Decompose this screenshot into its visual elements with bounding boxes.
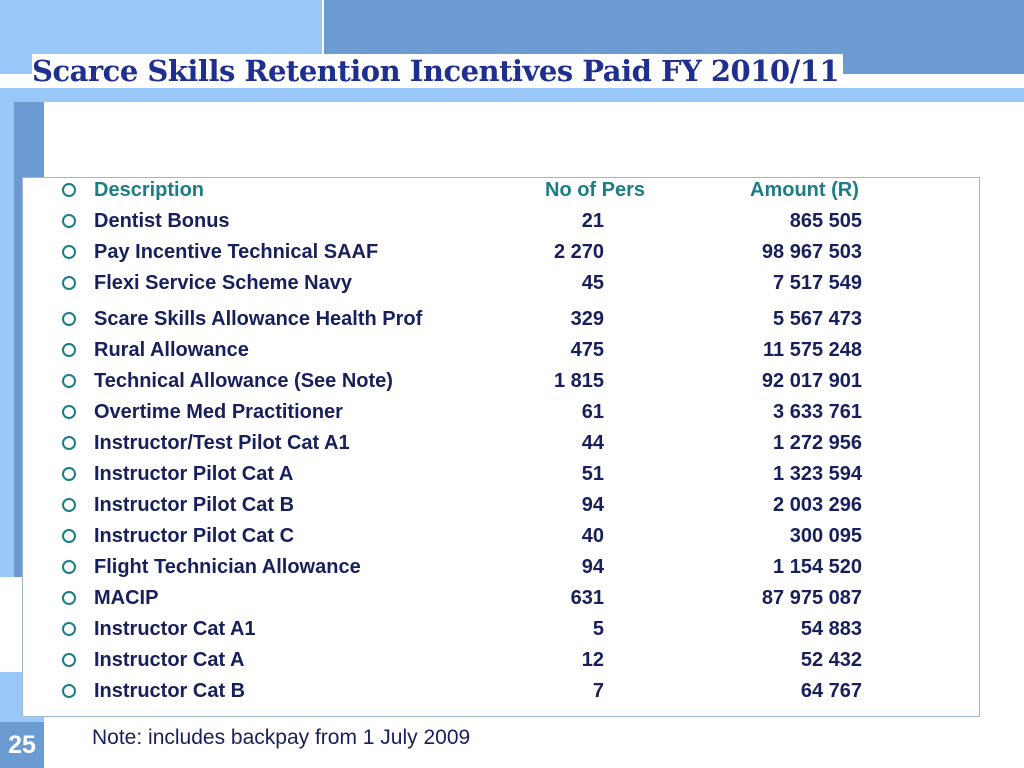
table-row: MACIP 631 87 975 087: [22, 587, 980, 615]
table-row: Flight Technician Allowance 94 1 154 520: [22, 556, 980, 584]
row-amount: 64 767: [800, 680, 862, 702]
row-no-of-pers: 12: [581, 649, 604, 671]
bullet-icon: [62, 214, 76, 228]
row-description: Instructor Cat B: [94, 680, 246, 702]
row-description: Instructor/Test Pilot Cat A1: [94, 432, 350, 454]
table-row: Pay Incentive Technical SAAF 2 270 98 96…: [22, 241, 980, 269]
row-description: Instructor Pilot Cat C: [94, 525, 295, 547]
row-no-of-pers: 94: [581, 556, 604, 578]
row-description: Dentist Bonus: [94, 210, 230, 232]
row-amount: 865 505: [789, 210, 862, 232]
row-no-of-pers: 7: [592, 680, 604, 702]
header-amount: Amount (R): [750, 179, 859, 201]
table-row: Scare Skills Allowance Health Prof 329 5…: [22, 308, 980, 336]
header-description: Description: [94, 179, 205, 201]
bullet-icon: [62, 343, 76, 357]
bullet-icon: [62, 529, 76, 543]
row-amount: 1 272 956: [773, 432, 862, 454]
row-amount: 1 154 520: [773, 556, 862, 578]
row-no-of-pers: 21: [581, 210, 604, 232]
row-description: Technical Allowance (See Note): [94, 370, 393, 392]
row-description: Instructor Cat A: [94, 649, 245, 671]
row-description: MACIP: [94, 587, 159, 609]
slide-title: Scarce Skills Retention Incentives Paid …: [32, 54, 844, 88]
bullet-icon: [62, 276, 76, 290]
slide-number: 25: [0, 722, 44, 768]
row-description: Pay Incentive Technical SAAF: [94, 241, 379, 263]
table-row: Instructor Cat A1 5 54 883: [22, 618, 980, 646]
table-row: Rural Allowance 475 11 575 248: [22, 339, 980, 367]
row-amount: 98 967 503: [761, 241, 862, 263]
table-row: Instructor Pilot Cat C 40 300 095: [22, 525, 980, 553]
row-description: Instructor Pilot Cat B: [94, 494, 295, 516]
row-amount: 2 003 296: [773, 494, 862, 516]
row-amount: 54 883: [800, 618, 862, 640]
table-row: Instructor Pilot Cat A 51 1 323 594: [22, 463, 980, 491]
row-no-of-pers: 94: [581, 494, 604, 516]
table-row: Flexi Service Scheme Navy 45 7 517 549: [22, 272, 980, 300]
footnote: Note: includes backpay from 1 July 2009: [92, 726, 471, 749]
row-no-of-pers: 5: [592, 618, 604, 640]
row-description: Flight Technician Allowance: [94, 556, 361, 578]
table-row: Technical Allowance (See Note) 1 815 92 …: [22, 370, 980, 398]
bullet-icon: [62, 183, 76, 197]
row-no-of-pers: 44: [581, 432, 604, 454]
row-amount: 7 517 549: [773, 272, 862, 294]
header-no-of-pers: No of Pers: [545, 179, 646, 201]
row-description: Instructor Pilot Cat A: [94, 463, 294, 485]
bullet-icon: [62, 560, 76, 574]
bullet-icon: [62, 591, 76, 605]
bullet-icon: [62, 245, 76, 259]
decorative-left-bar-light: [0, 102, 14, 577]
row-amount: 300 095: [789, 525, 862, 547]
table-row: Instructor Cat A 12 52 432: [22, 649, 980, 677]
row-no-of-pers: 2 270: [553, 241, 604, 263]
bullet-icon: [62, 684, 76, 698]
row-no-of-pers: 329: [570, 308, 604, 330]
bullet-icon: [62, 436, 76, 450]
row-amount: 3 633 761: [773, 401, 862, 423]
bullet-icon: [62, 405, 76, 419]
row-amount: 1 323 594: [773, 463, 862, 485]
decorative-horizontal-stripe: [0, 88, 1024, 102]
table-row: Overtime Med Practitioner 61 3 633 761: [22, 401, 980, 429]
table-row: Instructor/Test Pilot Cat A1 44 1 272 95…: [22, 432, 980, 460]
bullet-icon: [62, 467, 76, 481]
row-description: Rural Allowance: [94, 339, 249, 361]
row-no-of-pers: 51: [581, 463, 604, 485]
row-no-of-pers: 45: [581, 272, 604, 294]
row-description: Overtime Med Practitioner: [94, 401, 343, 423]
row-no-of-pers: 40: [581, 525, 604, 547]
row-no-of-pers: 61: [581, 401, 604, 423]
bullet-icon: [62, 622, 76, 636]
row-amount: 5 567 473: [773, 308, 862, 330]
row-description: Flexi Service Scheme Navy: [94, 272, 352, 294]
row-no-of-pers: 631: [570, 587, 604, 609]
row-amount: 87 975 087: [761, 587, 862, 609]
bullet-icon: [62, 374, 76, 388]
row-no-of-pers: 1 815: [553, 370, 604, 392]
table-row: Instructor Pilot Cat B 94 2 003 296: [22, 494, 980, 522]
bullet-icon: [62, 653, 76, 667]
table-header-row: Description No of Pers Amount (R): [22, 179, 980, 207]
row-description: Instructor Cat A1: [94, 618, 256, 640]
row-amount: 11 575 248: [763, 339, 862, 361]
bullet-icon: [62, 312, 76, 326]
row-amount: 92 017 901: [761, 370, 862, 392]
row-no-of-pers: 475: [570, 339, 604, 361]
table-row: Instructor Cat B 7 64 767: [22, 680, 980, 708]
row-description: Scare Skills Allowance Health Prof: [94, 308, 423, 330]
content-box: [22, 177, 980, 717]
table-row: Dentist Bonus 21 865 505: [22, 210, 980, 238]
bullet-icon: [62, 498, 76, 512]
row-amount: 52 432: [800, 649, 862, 671]
